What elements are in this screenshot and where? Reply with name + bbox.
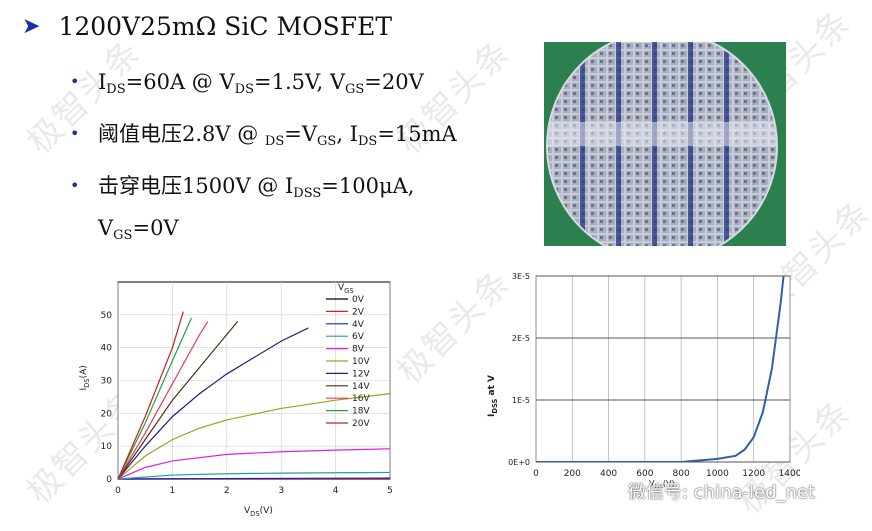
output-characteristics-chart: 0 1 2 3 4 5 0 10 20 30 40 50 VGS 0V 2V 4V 6V 8V 10V 12V 14V 1… — [70, 268, 400, 528]
bullet-text: VGS=0V — [98, 216, 179, 243]
x-tick-label: 3 — [278, 486, 284, 496]
footer-text: 微信号: china-led_net — [628, 482, 816, 503]
y-tick-label: 2E-5 — [512, 334, 530, 343]
x-tick-label: 1000 — [706, 469, 729, 479]
y-tick-label: 30 — [101, 377, 113, 387]
x-tick-label: 400 — [600, 469, 617, 479]
arrow-bullet-icon: ➤ — [22, 14, 41, 39]
legend-label: 0V — [352, 295, 365, 305]
legend-label: 10V — [352, 357, 370, 367]
bullet-text: 阈值电压2.8V @ DS=VGS, IDS=15mA — [98, 122, 457, 149]
legend-title: VGS — [338, 283, 354, 295]
x-tick-label: 4 — [333, 486, 339, 496]
y-tick-label: 50 — [101, 311, 113, 321]
series-line-10V — [117, 393, 391, 480]
series-line-14V — [117, 321, 239, 480]
series-line-6V — [117, 471, 391, 480]
y-tick-label: 0E+0 — [508, 458, 530, 467]
y-axis-label: IDSS at V — [487, 375, 499, 417]
legend-label: 14V — [352, 382, 370, 392]
x-tick-label: 1200 — [742, 469, 765, 479]
bullet-text: IDS=60A @ VDS=1.5V, VGS=20V — [98, 70, 424, 97]
legend-label: 6V — [352, 332, 365, 342]
legend-label: 2V — [352, 307, 365, 317]
legend-label: 8V — [352, 345, 365, 355]
y-tick-label: 10 — [101, 442, 113, 452]
y-tick-label: 20 — [101, 409, 113, 419]
series-line-16V — [117, 321, 209, 480]
bullet-dot-icon: • — [70, 176, 80, 195]
slide-title: 1200V25mΩ SiC MOSFET — [58, 12, 392, 41]
slide-title-row: ➤ 1200V25mΩ SiC MOSFET — [22, 12, 392, 41]
wechat-icon — [600, 482, 622, 499]
legend-label: 12V — [352, 369, 370, 379]
sic-wafer-photo — [544, 42, 786, 246]
series-line-4V — [117, 477, 391, 480]
x-tick-label: 600 — [636, 469, 653, 479]
wechat-footer: 微信号: china-led_net — [600, 478, 815, 504]
y-tick-label: 0 — [106, 475, 112, 485]
legend-label: 16V — [352, 394, 370, 404]
x-axis-label: VDS(V) — [649, 479, 675, 488]
x-tick-label: 1400 — [779, 469, 800, 479]
x-tick-label: 1 — [170, 486, 176, 496]
x-tick-label: 5 — [387, 486, 393, 496]
series-line-12V — [117, 327, 309, 480]
x-tick-label: 2 — [224, 486, 230, 496]
y-tick-label: 40 — [101, 344, 113, 354]
legend-label: 18V — [352, 407, 370, 417]
series-line-18V — [117, 317, 192, 480]
bullet-dot-icon: • — [70, 124, 80, 143]
y-tick-label: 1E-5 — [512, 396, 530, 405]
y-axis-label: IDS(A) — [79, 365, 91, 390]
bullet-dot-icon: • — [70, 72, 80, 91]
bullet-text: 击穿电压1500V @ IDSS=100μA, — [98, 174, 415, 201]
x-tick-label: 0 — [115, 486, 121, 496]
x-tick-label: 0 — [533, 469, 539, 479]
y-tick-label: 3E-5 — [512, 272, 530, 281]
series-line-8V — [117, 448, 391, 480]
leakage-current-chart: 0 200 400 600 800 1000 1200 1400 0E+0 1E-5 2E-5 3E-… — [470, 266, 802, 492]
series-line-20V — [117, 311, 184, 480]
x-axis-label: VDS(V) — [244, 506, 273, 518]
leakage-series-line — [536, 276, 785, 462]
legend-label: 20V — [352, 419, 370, 429]
x-tick-label: 800 — [673, 469, 690, 479]
x-tick-label: 200 — [564, 469, 581, 479]
legend-label: 4V — [352, 320, 365, 330]
